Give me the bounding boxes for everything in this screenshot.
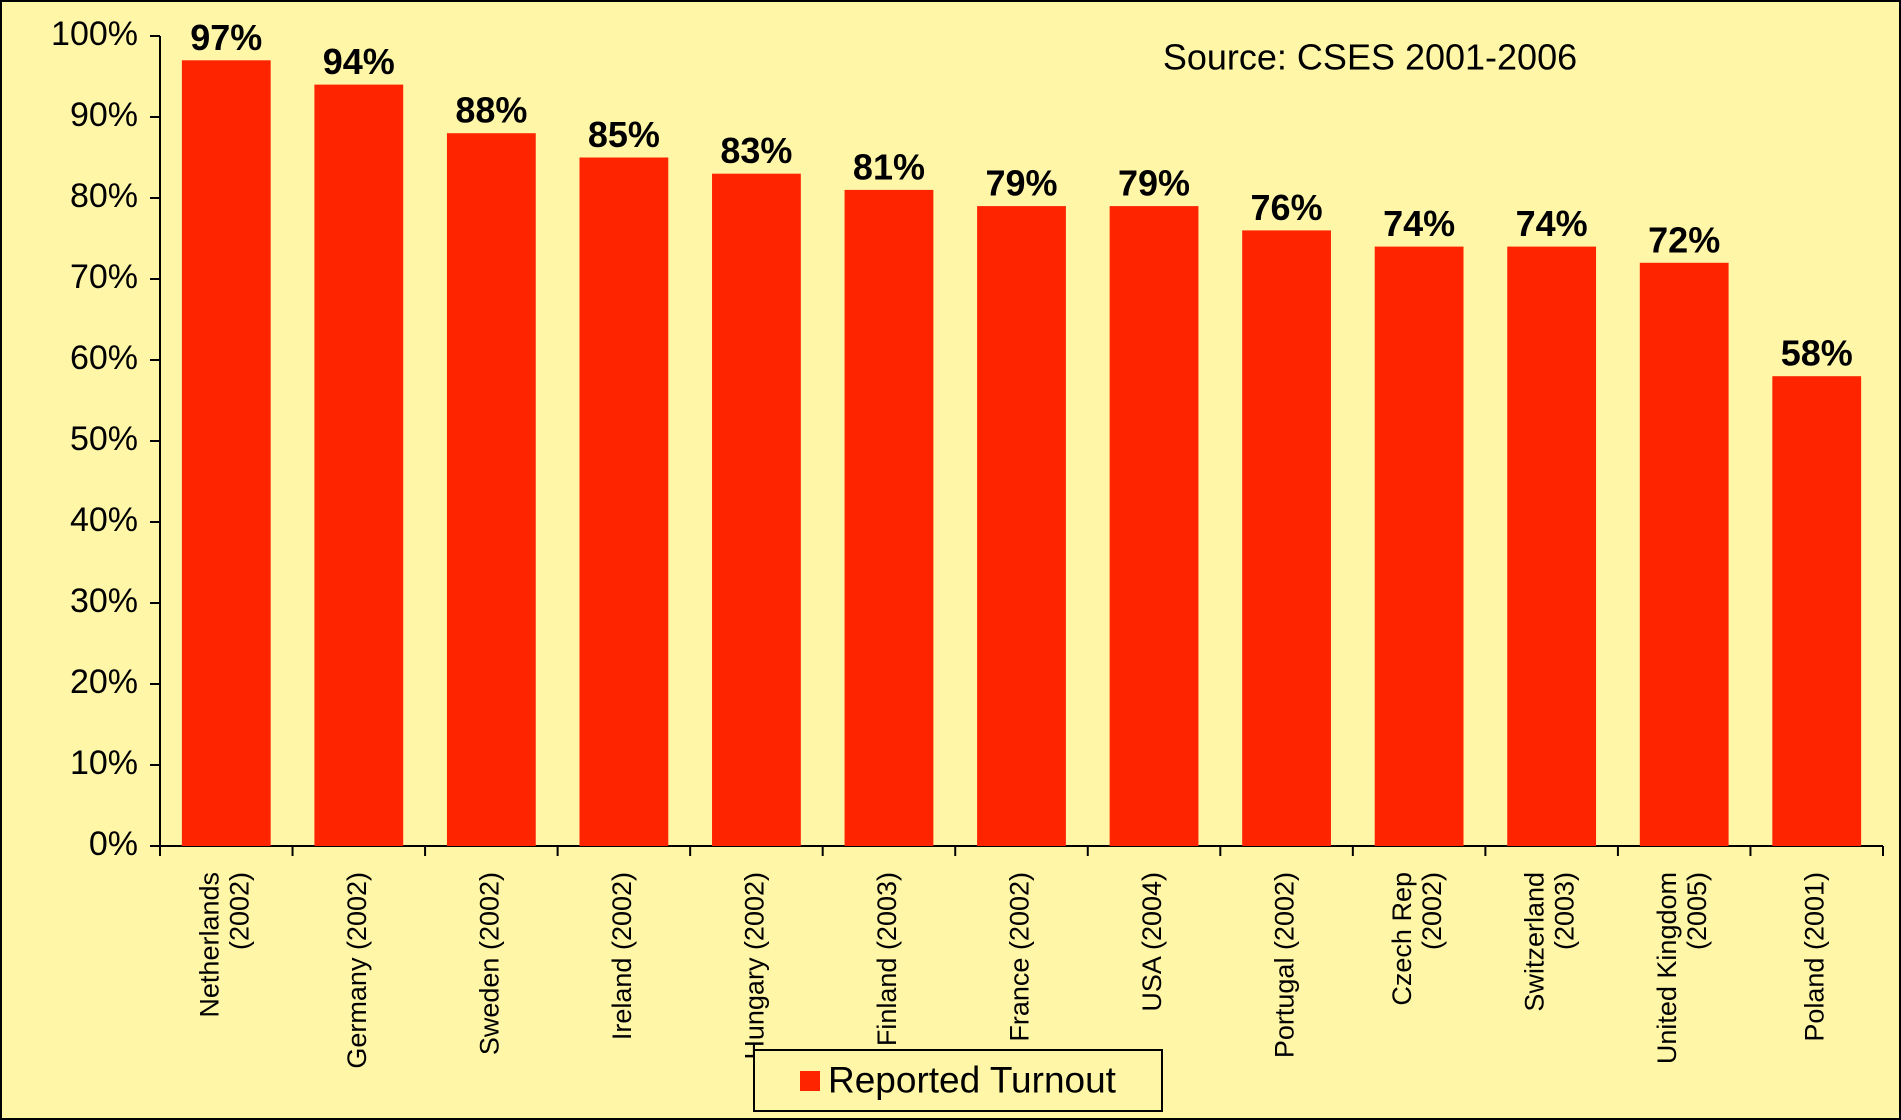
y-tick-label: 20% (70, 663, 138, 701)
data-label: 58% (1781, 333, 1853, 374)
data-label: 85% (588, 114, 660, 155)
y-tick-label: 100% (51, 15, 138, 53)
x-tick-label: France (2002) (1005, 872, 1035, 1042)
data-label: 74% (1516, 203, 1588, 244)
y-tick-label: 70% (70, 258, 138, 296)
data-label: 76% (1251, 187, 1323, 228)
y-tick-label: 10% (70, 744, 138, 782)
x-tick-label: Netherlands(2002) (194, 872, 254, 1018)
y-tick-label: 30% (70, 582, 138, 620)
bar (1374, 246, 1464, 847)
x-tick-label: Poland (2001) (1800, 872, 1830, 1042)
bar (181, 60, 271, 847)
data-label: 83% (720, 130, 792, 171)
bar (314, 84, 404, 847)
x-tick-label: Sweden (2002) (474, 872, 504, 1055)
y-tick-label: 40% (70, 501, 138, 539)
bar (844, 189, 934, 846)
bar (446, 133, 536, 846)
data-label: 97% (190, 17, 262, 58)
data-label: 79% (1118, 163, 1190, 204)
bar (712, 173, 801, 846)
bar (1772, 376, 1862, 846)
bar (1639, 262, 1729, 846)
y-tick-label: 50% (70, 420, 138, 458)
data-label: 72% (1648, 219, 1720, 260)
legend-label: Reported Turnout (828, 1059, 1117, 1100)
annotation: Source: CSES 2001-2006 (1163, 37, 1577, 78)
x-tick-label: Germany (2002) (342, 872, 372, 1069)
data-label: 79% (985, 163, 1057, 204)
x-tick-label: United Kingdom(2005) (1652, 872, 1712, 1064)
data-label: 88% (455, 90, 527, 131)
bar (579, 157, 669, 846)
data-label: 81% (853, 146, 925, 187)
y-tick-label: 60% (70, 339, 138, 377)
x-tick-label: Hungary (2002) (740, 872, 770, 1060)
bar (1109, 206, 1199, 847)
data-label: 94% (323, 41, 395, 82)
bar (1507, 246, 1597, 847)
bar (1242, 230, 1331, 846)
x-tick-label: USA (2004) (1137, 872, 1167, 1012)
x-tick-label: Finland (2003) (872, 872, 902, 1046)
bar (977, 206, 1066, 847)
x-tick-label: Portugal (2002) (1270, 872, 1300, 1058)
legend-box (753, 1049, 1163, 1112)
x-tick-label: Ireland (2002) (607, 872, 637, 1040)
legend-swatch (800, 1071, 820, 1091)
data-label: 74% (1383, 203, 1455, 244)
x-tick-label: Czech Rep(2002) (1387, 872, 1447, 1006)
y-tick-label: 80% (70, 177, 138, 215)
x-tick-label: Switzerland(2003) (1520, 872, 1580, 1012)
y-tick-label: 0% (89, 825, 138, 863)
y-tick-label: 90% (70, 96, 138, 134)
